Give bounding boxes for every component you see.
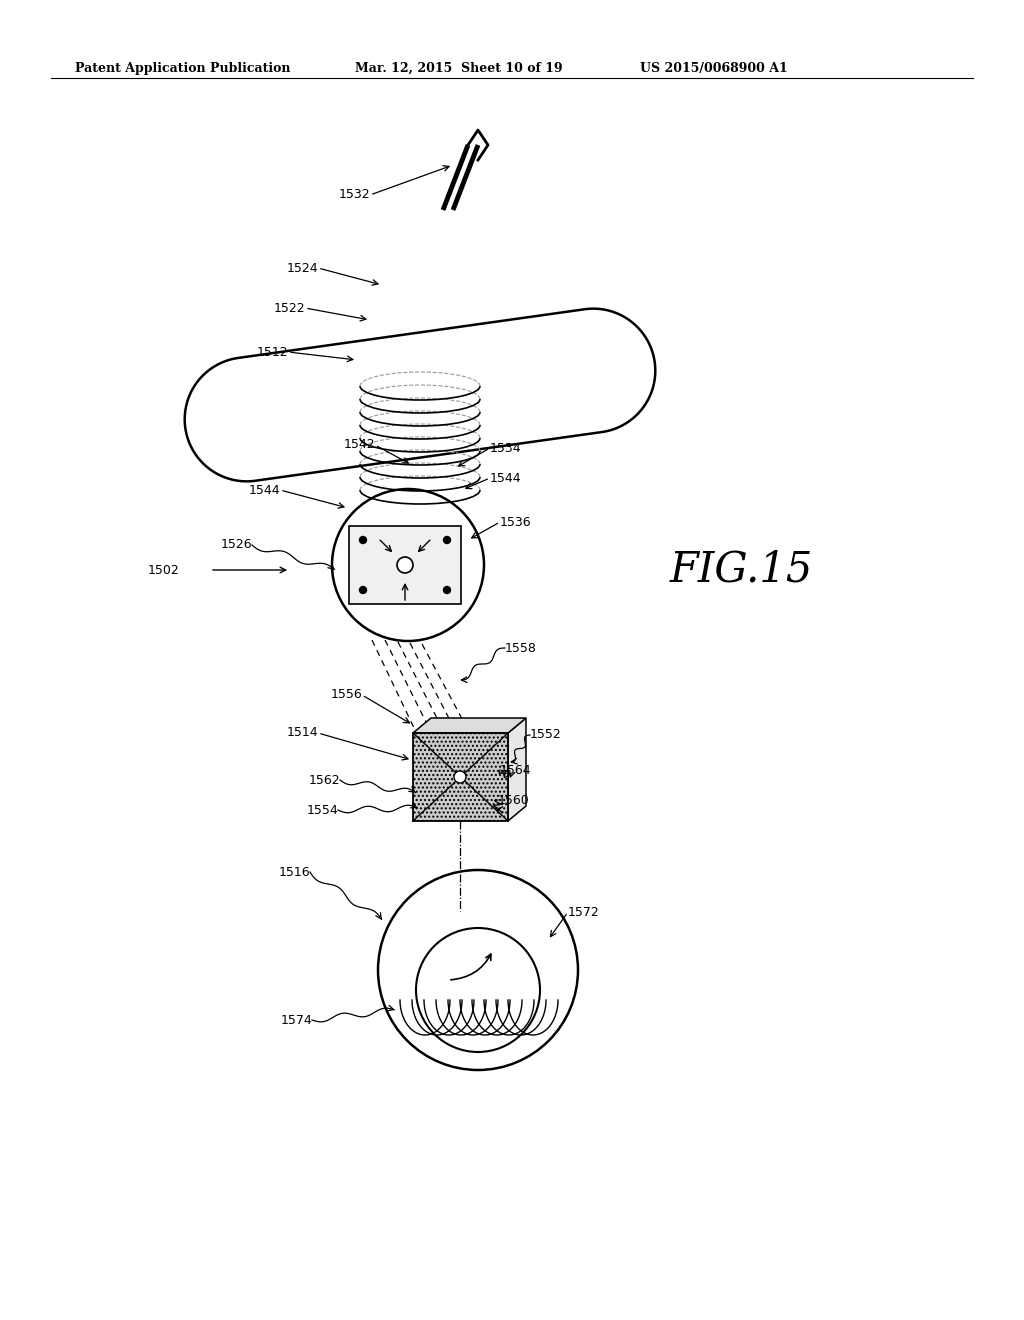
- Circle shape: [416, 928, 540, 1052]
- Text: 1522: 1522: [273, 301, 305, 314]
- Text: 1544: 1544: [490, 471, 521, 484]
- Text: 1554: 1554: [306, 804, 338, 817]
- Text: 1552: 1552: [530, 729, 562, 742]
- Text: 1532: 1532: [338, 189, 370, 202]
- Circle shape: [397, 557, 413, 573]
- Text: US 2015/0068900 A1: US 2015/0068900 A1: [640, 62, 787, 75]
- Text: 1526: 1526: [220, 539, 252, 552]
- Text: 1516: 1516: [279, 866, 310, 879]
- Text: 1544: 1544: [249, 483, 280, 496]
- Text: 1574: 1574: [281, 1014, 312, 1027]
- Text: 1556: 1556: [331, 689, 362, 701]
- Circle shape: [454, 771, 466, 783]
- Text: Mar. 12, 2015  Sheet 10 of 19: Mar. 12, 2015 Sheet 10 of 19: [355, 62, 562, 75]
- Text: 1534: 1534: [490, 441, 521, 454]
- Text: 1524: 1524: [287, 261, 318, 275]
- Text: 1558: 1558: [505, 642, 537, 655]
- Text: 1562: 1562: [308, 774, 340, 787]
- Text: 1502: 1502: [148, 564, 180, 577]
- Text: 1536: 1536: [500, 516, 531, 528]
- Polygon shape: [184, 309, 655, 482]
- Circle shape: [359, 586, 367, 594]
- Polygon shape: [508, 718, 526, 821]
- Text: FIG.15: FIG.15: [670, 549, 813, 591]
- Text: 1560: 1560: [498, 793, 529, 807]
- Circle shape: [359, 536, 367, 544]
- Text: 1542: 1542: [343, 438, 375, 451]
- Text: 1564: 1564: [500, 763, 531, 776]
- Text: 1512: 1512: [256, 346, 288, 359]
- Text: 1514: 1514: [287, 726, 318, 739]
- FancyBboxPatch shape: [349, 525, 461, 605]
- Circle shape: [332, 488, 484, 642]
- Text: Patent Application Publication: Patent Application Publication: [75, 62, 291, 75]
- FancyBboxPatch shape: [413, 733, 508, 821]
- Circle shape: [443, 586, 451, 594]
- Text: 1572: 1572: [568, 906, 600, 919]
- Polygon shape: [413, 718, 526, 733]
- Circle shape: [443, 536, 451, 544]
- Circle shape: [378, 870, 578, 1071]
